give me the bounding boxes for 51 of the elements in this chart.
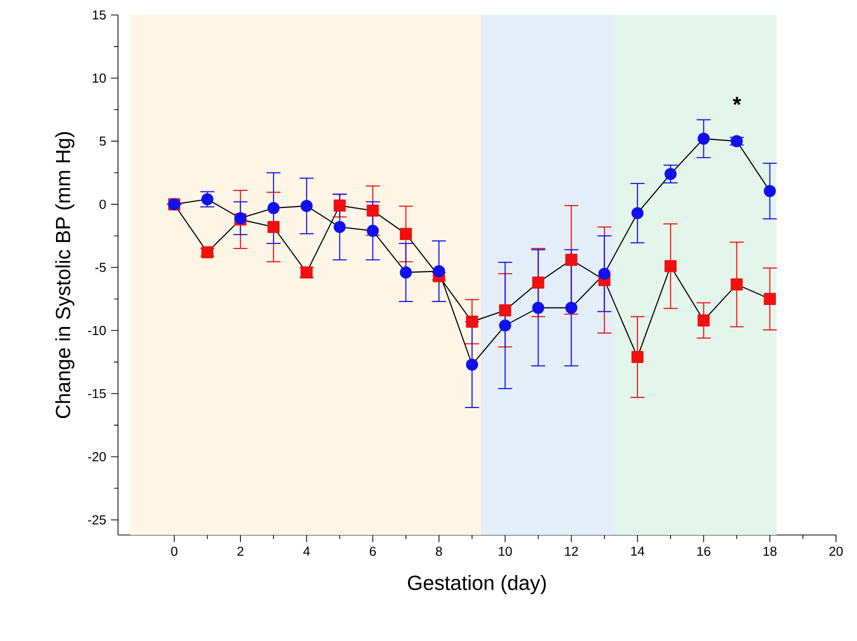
y-axis-title: Change in Systolic BP (mm Hg) xyxy=(55,132,74,418)
point xyxy=(764,292,776,305)
x-tick-label: 20 xyxy=(829,546,843,556)
x-tick-label: 10 xyxy=(498,546,512,556)
point xyxy=(499,304,512,316)
point xyxy=(432,265,445,278)
annotation: * xyxy=(732,96,742,106)
point xyxy=(764,185,776,198)
point xyxy=(598,268,610,280)
point xyxy=(334,220,346,234)
y-tick-label: 5 xyxy=(100,136,106,146)
y-tick-label: -20 xyxy=(88,452,106,462)
point xyxy=(532,276,544,289)
x-tick-label: 0 xyxy=(171,546,178,556)
x-tick-label: 2 xyxy=(237,546,244,556)
point xyxy=(698,132,710,145)
x-tick-label: 18 xyxy=(764,546,776,556)
point xyxy=(698,314,710,326)
point xyxy=(366,224,379,237)
y-tick-label: -25 xyxy=(88,515,106,524)
point xyxy=(499,319,512,332)
point xyxy=(300,200,313,212)
point xyxy=(631,207,644,220)
x-tick-label: 4 xyxy=(303,546,310,556)
y-tick-label: 15 xyxy=(92,10,106,20)
y-tick-label: -15 xyxy=(88,389,106,398)
point xyxy=(400,228,412,240)
x-tick-label: 16 xyxy=(697,546,710,556)
point xyxy=(565,254,578,266)
point xyxy=(565,302,578,314)
y-tick-label: 0 xyxy=(100,200,106,209)
point xyxy=(400,266,412,278)
point xyxy=(631,350,644,364)
point xyxy=(664,168,677,180)
x-tick-label: 8 xyxy=(436,546,442,556)
x-tick-label: 12 xyxy=(565,546,578,556)
point xyxy=(532,302,544,314)
y-tick-label: -10 xyxy=(88,326,106,336)
point xyxy=(267,220,280,234)
point xyxy=(366,204,379,217)
point xyxy=(334,200,346,212)
y-tick-label: -5 xyxy=(95,262,106,272)
x-axis-title: Gestation (day) xyxy=(408,575,546,594)
x-tick-label: 14 xyxy=(631,546,644,556)
y-tick-label: 10 xyxy=(92,73,106,83)
point xyxy=(730,278,743,290)
point xyxy=(466,316,478,328)
point xyxy=(664,260,677,272)
x-tick-label: 6 xyxy=(370,546,376,556)
point xyxy=(267,202,280,214)
point xyxy=(466,358,478,371)
